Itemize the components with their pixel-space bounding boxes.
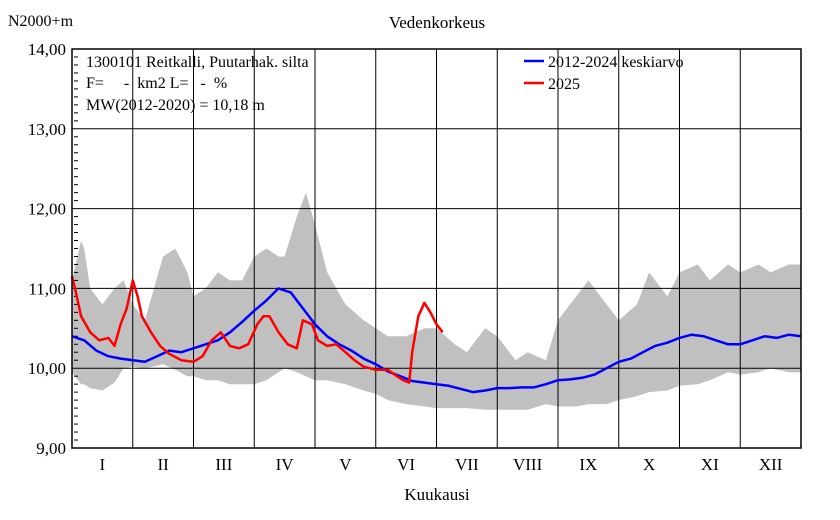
x-axis-label: Kuukausi xyxy=(404,485,469,504)
series-line-mean xyxy=(71,287,802,394)
plot-frame xyxy=(71,48,802,449)
legend-label-current: 2025 xyxy=(548,76,580,93)
info-box: 1300101 Reitkalli, Puutarhak. silta F= -… xyxy=(86,54,309,114)
x-tick-label-month: I xyxy=(100,455,106,474)
y-axis-label: N2000+m xyxy=(8,13,74,30)
y-tick-label: 11,00 xyxy=(28,279,66,298)
chart-title: Vedenkorkeus xyxy=(389,13,485,32)
info-line-area: F= - km2 L= - % xyxy=(86,75,227,92)
legend-label-mean: 2012-2024 keskiarvo xyxy=(548,54,684,71)
plot-area xyxy=(70,48,802,449)
y-tick-label: 9,00 xyxy=(36,439,66,458)
x-tick-label-month: III xyxy=(215,455,232,474)
info-line-mean: MW(2012-2020) = 10,18 m xyxy=(86,97,265,114)
legend: 2012-2024 keskiarvo 2025 xyxy=(524,54,684,93)
y-tick-label: 12,00 xyxy=(28,200,66,219)
y-tick-label: 10,00 xyxy=(28,359,66,378)
y-tick-label: 14,00 xyxy=(28,40,66,59)
series-line-2025 xyxy=(70,276,444,384)
x-tick-label-month: XI xyxy=(701,455,719,474)
x-tick-label-month: IX xyxy=(579,455,597,474)
y-tick-label: 13,00 xyxy=(28,120,66,139)
x-tick-label-month: II xyxy=(157,455,169,474)
info-line-station: 1300101 Reitkalli, Puutarhak. silta xyxy=(86,54,309,71)
x-tick-label-month: VIII xyxy=(513,455,543,474)
x-tick-label-month: VII xyxy=(455,455,479,474)
x-tick-label-month: IV xyxy=(276,455,295,474)
x-tick-label-month: X xyxy=(643,455,655,474)
x-tick-label-month: V xyxy=(339,455,352,474)
x-tick-label-month: XII xyxy=(759,455,783,474)
x-tick-label-month: VI xyxy=(397,455,415,474)
